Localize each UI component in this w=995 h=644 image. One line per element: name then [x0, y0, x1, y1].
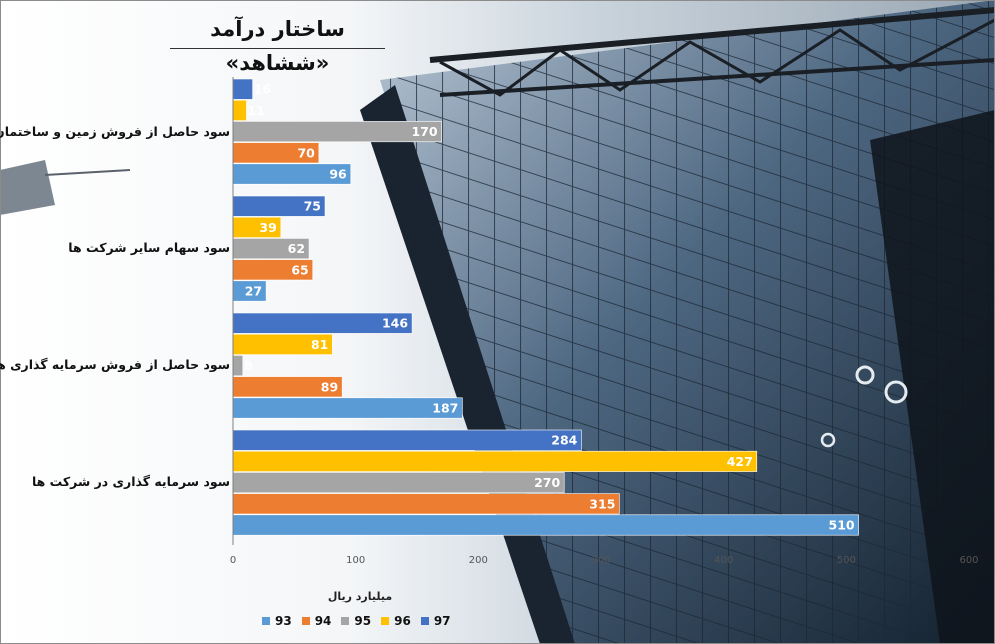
legend-swatch [420, 617, 429, 625]
bar-96-cat-0 [232, 99, 247, 121]
x-tick-label-100: 100 [346, 555, 365, 566]
legend-label: 93 [275, 614, 292, 628]
data-label-97-cat-0: 16 [254, 82, 272, 97]
legend-swatch [381, 617, 390, 625]
bar-96-cat-3 [232, 450, 758, 472]
data-label-93-cat-1: 27 [245, 284, 262, 299]
data-label-97-cat-1: 75 [304, 199, 321, 214]
legend-label: 96 [394, 614, 411, 628]
data-label-93-cat-3: 510 [829, 518, 855, 533]
category-label-land-building-sales: سود حاصل از فروش زمین و ساختمان [0, 124, 230, 139]
data-label-93-cat-0: 96 [329, 167, 347, 182]
bar-97-cat-0 [232, 78, 253, 100]
data-label-94-cat-0: 70 [297, 145, 315, 160]
data-label-95-cat-1: 62 [288, 241, 305, 256]
bar-95-cat-3 [232, 472, 565, 494]
legend-swatch [262, 617, 270, 625]
legend-label: 94 [314, 614, 332, 628]
legend-item-96: 96 [381, 614, 411, 628]
data-label-94-cat-3: 315 [589, 496, 615, 511]
legend: 97 96 95 94 93 [262, 611, 451, 631]
data-label-95-cat-0: 170 [411, 124, 437, 139]
bar-97-cat-3 [232, 429, 582, 451]
legend-item-95: 95 [341, 614, 371, 628]
bar-93-cat-2 [232, 397, 463, 419]
legend-swatch [301, 617, 310, 625]
category-label-investment-sales: سود حاصل از فروش سرمایه گذاری ها [0, 357, 230, 372]
category-label-investment-in-companies: سود سرمایه گذاری در شرکت ها [31, 474, 230, 489]
data-label-95-cat-2: 8 [244, 358, 253, 373]
legend-swatch [341, 617, 350, 625]
data-label-96-cat-3: 427 [727, 454, 753, 469]
x-tick-label-500: 500 [837, 555, 856, 566]
x-tick-label-600: 600 [959, 555, 978, 566]
data-label-95-cat-3: 270 [534, 475, 560, 490]
data-label-94-cat-2: 89 [321, 379, 338, 394]
legend-item-93: 93 [262, 614, 292, 628]
data-label-97-cat-3: 284 [551, 433, 577, 448]
chart-title: ساختار درآمد «ششاهد» [170, 12, 385, 75]
legend-item-94: 94 [301, 614, 332, 628]
bar-94-cat-3 [232, 493, 620, 515]
x-tick-label-0: 0 [230, 555, 236, 566]
legend-item-97: 97 [420, 614, 451, 628]
data-label-96-cat-2: 81 [311, 337, 328, 352]
data-label-94-cat-1: 65 [291, 262, 308, 277]
data-label-96-cat-0: 11 [247, 103, 264, 118]
data-label-97-cat-2: 146 [382, 316, 408, 331]
data-label-93-cat-2: 187 [432, 401, 458, 416]
category-label-dividends-other-companies: سود سهام سایر شرکت ها [68, 240, 230, 255]
bar-93-cat-3 [232, 514, 859, 536]
data-label-96-cat-1: 39 [259, 220, 276, 235]
x-axis-unit-label: میلیارد ریال [327, 590, 393, 603]
x-tick-label-400: 400 [714, 555, 733, 566]
bar-95-cat-2 [232, 355, 244, 377]
x-tick-label-200: 200 [469, 555, 488, 566]
legend-label: 95 [354, 614, 372, 628]
x-tick-label-300: 300 [591, 555, 610, 566]
legend-label: 97 [433, 614, 451, 628]
bar-95-cat-0 [232, 121, 442, 143]
